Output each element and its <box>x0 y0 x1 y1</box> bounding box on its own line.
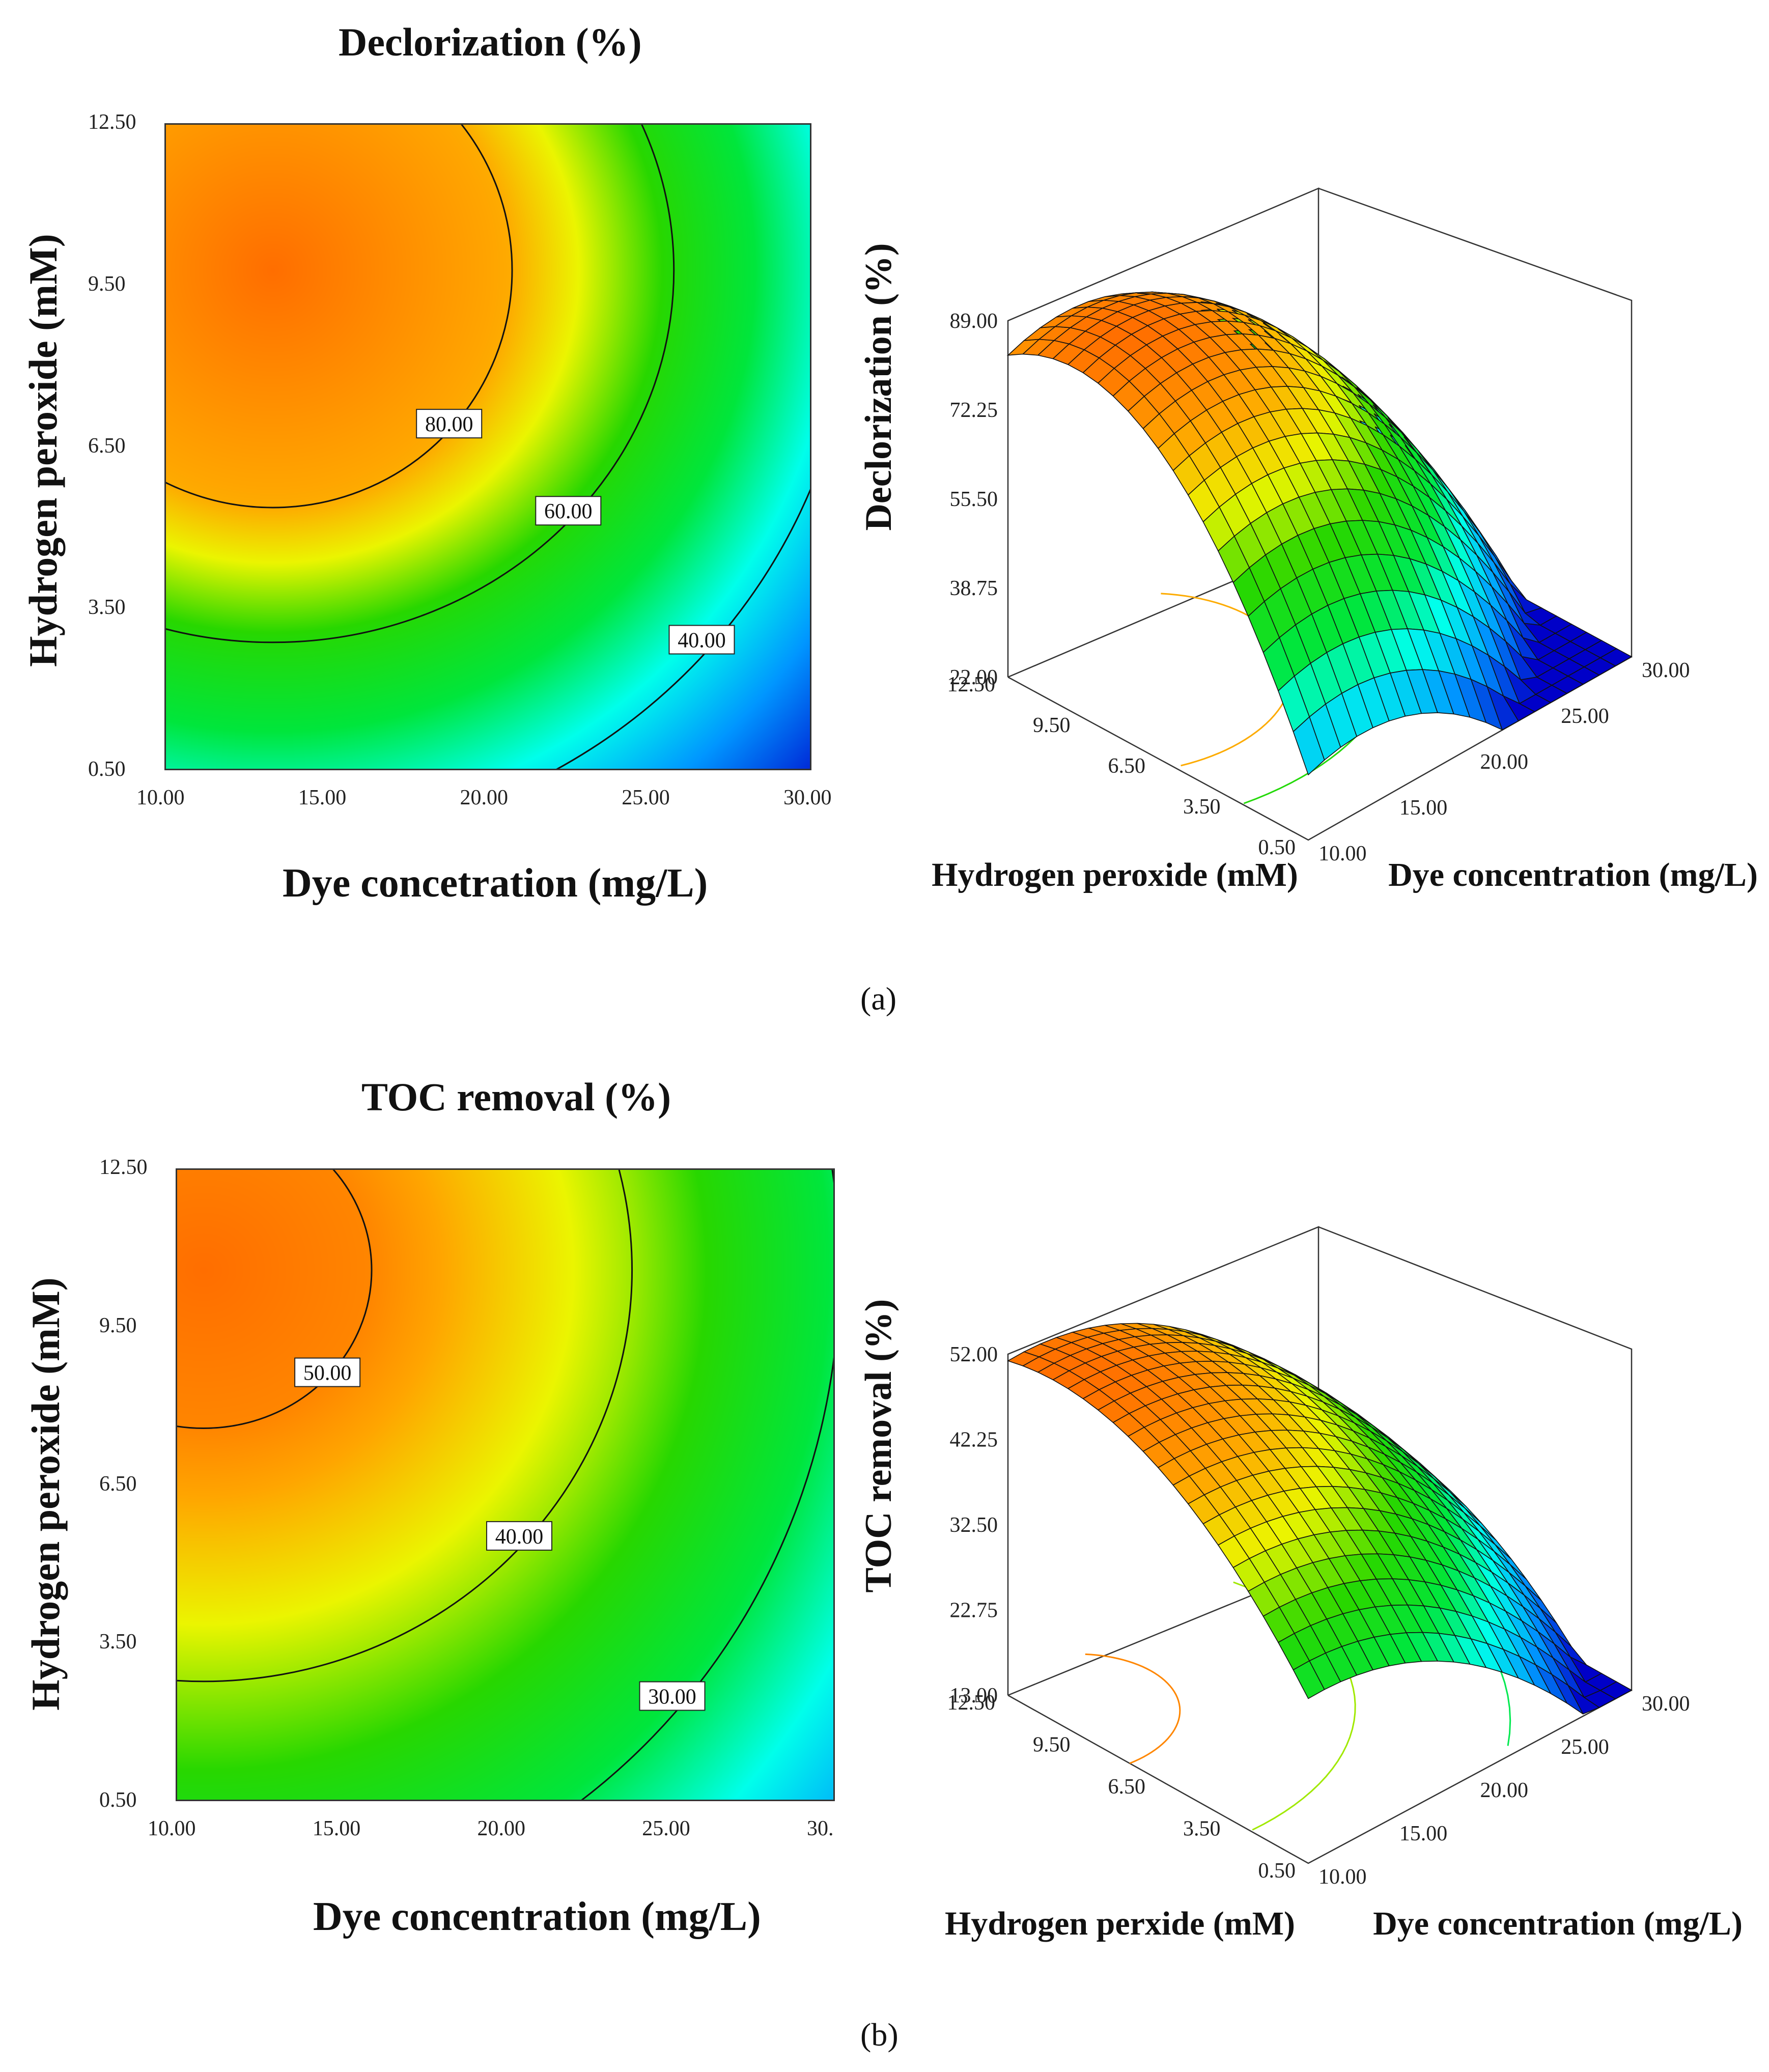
x-tick-label: 15.00 <box>298 786 347 809</box>
panel-label-b: (b) <box>860 2017 898 2053</box>
contour-label-60: 60.00 <box>535 496 602 526</box>
surface-cell <box>1599 648 1633 666</box>
dye-tick-label: 30.00 <box>1642 659 1690 682</box>
surface-hydrogen-label: Hydrogen perxide (mM) <box>945 1905 1295 1942</box>
y-tick-label: 0.50 <box>88 758 126 781</box>
hydrogen-tick-label: 3.50 <box>1183 1817 1221 1841</box>
z-tick-label: 22.75 <box>950 1599 998 1622</box>
surface-mesh <box>1007 1323 1633 1715</box>
hydrogen-tick-label: 3.50 <box>1183 795 1221 819</box>
contour-line-40 <box>177 1170 633 1683</box>
hydrogen-tick-label: 6.50 <box>1108 754 1146 778</box>
hydrogen-tick-label: 0.50 <box>1258 836 1296 859</box>
svg-text:30.00: 30.00 <box>648 1685 696 1709</box>
z-tick-label: 89.00 <box>950 310 998 333</box>
z-tick-label: 42.25 <box>950 1429 998 1452</box>
contour-line-80 <box>166 125 513 509</box>
dye-tick-label: 20.00 <box>1480 750 1529 774</box>
contour-a-plot: 80.00 60.00 40.00 <box>164 123 811 770</box>
surface-b: 13.00 22.75 32.50 42.25 52.00 12.50 9.50 6.50 3.… <box>858 1226 1743 1942</box>
contour-b-lines: 50.00 40.00 30.00 <box>177 1170 833 1800</box>
contour-label-50: 50.00 <box>294 1357 361 1387</box>
dye-tick-label: 10.00 <box>1318 842 1367 865</box>
panel-label-a: (a) <box>860 981 897 1017</box>
z-tick-label: 72.25 <box>950 399 998 422</box>
x-tick-label: 20.00 <box>477 1817 526 1840</box>
y-tick-label: 9.50 <box>88 272 126 296</box>
contour-a-title: Declorization (%) <box>339 20 642 64</box>
y-tick-label: 3.50 <box>99 1630 137 1654</box>
contour-b-plot: 50.00 40.00 30.00 <box>176 1168 835 1801</box>
surface-dye-label: Dye concentration (mg/L) <box>1388 856 1758 893</box>
dye-tick-label: 30.00 <box>1642 1692 1690 1716</box>
y-tick-label: 6.50 <box>99 1472 137 1496</box>
svg-text:40.00: 40.00 <box>678 629 726 652</box>
surface-zlabel: Declorization (%) <box>858 243 900 530</box>
contour-a-heatmap <box>166 125 810 769</box>
x-tick-label: 10.00 <box>136 786 185 809</box>
contour-b-xlabel: Dye concentration (mg/L) <box>313 1894 761 1939</box>
contour-line-50 <box>177 1170 373 1429</box>
x-tick-label: 30.00 <box>783 786 832 809</box>
x-tick-label: 20.00 <box>460 786 509 809</box>
contour-line-60 <box>166 125 675 643</box>
y-tick-label: 0.50 <box>99 1788 137 1812</box>
z-tick-label: 52.00 <box>950 1343 998 1366</box>
svg-text:60.00: 60.00 <box>544 500 593 523</box>
z-tick-label: 38.75 <box>950 577 998 600</box>
surface-hydrogen-label: Hydrogen peroxide (mM) <box>932 856 1298 893</box>
contour-line-40 <box>556 488 810 769</box>
dye-tick-label: 10.00 <box>1318 1865 1367 1889</box>
base-contour-50 <box>1129 1670 1181 1765</box>
y-tick-label: 6.50 <box>88 434 126 458</box>
z-tick-label: 13.00 <box>950 1684 998 1707</box>
y-tick-label: 12.50 <box>88 110 136 134</box>
surface-mesh <box>1006 291 1633 776</box>
x-tick-label: 15.00 <box>312 1817 361 1840</box>
hydrogen-tick-label: 6.50 <box>1108 1775 1146 1799</box>
contour-label-80: 80.00 <box>416 409 483 439</box>
x-tick-label: 10.00 <box>148 1817 196 1840</box>
hydrogen-tick-label: 9.50 <box>1033 1733 1071 1757</box>
svg-text:80.00: 80.00 <box>425 413 473 436</box>
contour-label-30: 30.00 <box>639 1681 706 1711</box>
y-tick-label: 12.50 <box>99 1156 148 1179</box>
hydrogen-tick-label: 12.50 <box>947 1691 996 1715</box>
surface-zlabel: TOC removal (%) <box>858 1299 900 1593</box>
contour-b-heatmap <box>177 1170 833 1800</box>
contour-label-40: 40.00 <box>668 625 735 655</box>
y-tick-label: 9.50 <box>99 1313 137 1337</box>
contour-a-xlabel: Dye concetration (mg/L) <box>283 861 708 906</box>
dye-tick-label: 15.00 <box>1399 1822 1448 1845</box>
dye-tick-label: 15.00 <box>1399 796 1448 820</box>
dye-tick-label: 20.00 <box>1480 1779 1529 1802</box>
z-tick-label: 32.50 <box>950 1514 998 1537</box>
contour-b-title: TOC removal (%) <box>361 1075 671 1119</box>
contour-label-40: 40.00 <box>486 1521 552 1551</box>
hydrogen-tick-label: 9.50 <box>1033 714 1071 737</box>
contour-a-lines: 80.00 60.00 40.00 <box>166 125 810 769</box>
dye-tick-label: 25.00 <box>1561 705 1609 728</box>
hydrogen-tick-label: 0.50 <box>1258 1859 1296 1883</box>
y-tick-label: 3.50 <box>88 596 126 620</box>
surface-a: 22.00 38.75 55.50 72.25 89.00 12.50 9.50 6.50 3.… <box>858 187 1758 893</box>
z-tick-label: 22.00 <box>950 666 998 689</box>
hydrogen-tick-label: 12.50 <box>947 673 996 696</box>
svg-text:50.00: 50.00 <box>303 1362 352 1385</box>
contour-line-30 <box>580 1170 833 1800</box>
z-tick-label: 55.50 <box>950 488 998 511</box>
contour-b-ylabel: Hydrogen peroxide (mM) <box>23 1277 68 1711</box>
base-contour-80 <box>1161 593 1249 617</box>
surface-cell <box>1599 1681 1633 1699</box>
contour-a-ylabel: Hydrogen peroxide (mM) <box>21 234 65 667</box>
surface-dye-label: Dye concentration (mg/L) <box>1373 1905 1743 1942</box>
x-tick-label: 25.00 <box>642 1817 690 1840</box>
x-tick-label: 30. <box>807 1817 834 1840</box>
dye-tick-label: 25.00 <box>1561 1735 1609 1759</box>
svg-text:40.00: 40.00 <box>495 1525 544 1549</box>
base-contour-50 <box>1085 1653 1152 1672</box>
x-tick-label: 25.00 <box>622 786 670 809</box>
